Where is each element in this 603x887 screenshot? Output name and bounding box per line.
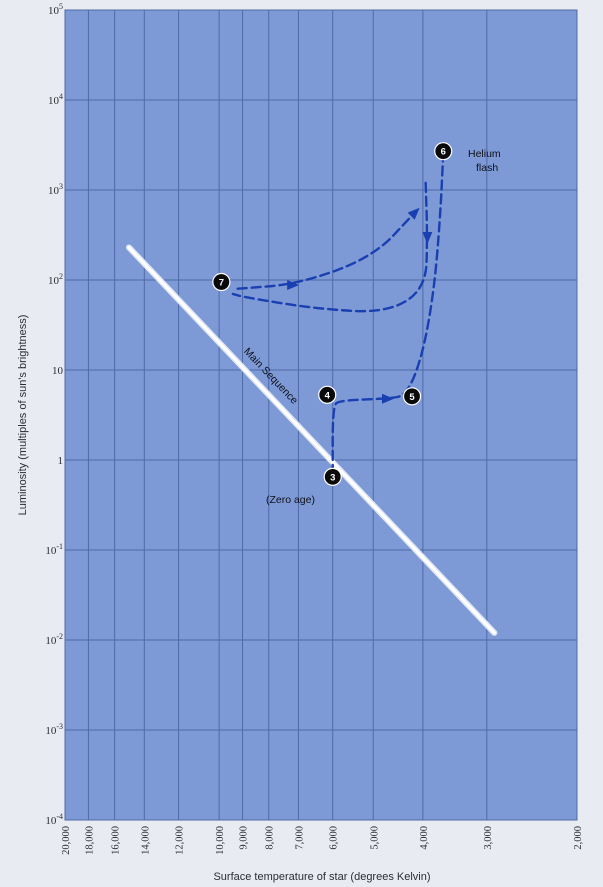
evolution-track-segment (236, 211, 416, 290)
zero-age-annotation: (Zero age) (266, 494, 315, 506)
stage-markers: 3 4 5 6 7 (212, 142, 453, 486)
x-tick-label: 5,000 (369, 826, 380, 850)
y-tick-label: 104 (48, 92, 63, 107)
y-tick-label: 10-2 (45, 632, 63, 647)
y-tick-label: 105 (48, 2, 63, 17)
helium-annotation: Helium (468, 148, 501, 160)
x-tick-label: 14,000 (140, 826, 151, 855)
y-axis-tick-labels: 10-4 10-3 10-2 10-1 1 10 102 103 104 105 (45, 2, 63, 827)
x-tick-label: 4,000 (419, 826, 430, 850)
stage-number: 5 (409, 392, 415, 403)
y-tick-label: 103 (48, 182, 63, 197)
x-tick-label: 8,000 (265, 826, 276, 850)
track-arrowhead (382, 393, 395, 404)
plot-area (64, 9, 578, 821)
stage-number: 3 (330, 472, 335, 483)
stage-number: 7 (219, 278, 224, 289)
track-arrowhead (422, 232, 433, 245)
main-sequence-line (127, 245, 496, 635)
stage-marker (402, 387, 422, 406)
track-arrowhead (287, 279, 300, 290)
y-tick-label: 1 (58, 455, 64, 467)
x-axis-tick-labels: 20,000 18,000 16,000 14,000 12,000 10,000 9,00… (61, 826, 584, 855)
stage-marker (434, 142, 453, 161)
x-tick-label: 20,000 (61, 826, 72, 855)
stage-marker (318, 385, 337, 404)
flash-annotation: flash (476, 162, 498, 174)
x-tick-label: 18,000 (84, 826, 95, 855)
stage-marker (212, 272, 231, 292)
x-tick-label: 2,000 (573, 826, 584, 850)
stage-number: 4 (325, 390, 331, 401)
evolution-track-segment (331, 152, 445, 476)
grid (64, 9, 578, 821)
evolution-track (231, 152, 445, 476)
y-tick-label: 102 (48, 272, 63, 287)
evolution-track-segment (231, 181, 429, 313)
x-axis-label: Surface temperature of star (degrees Kel… (213, 871, 430, 883)
stage-number: 6 (441, 147, 446, 158)
x-tick-label: 7,000 (294, 826, 305, 850)
y-tick-label: 10-4 (45, 812, 63, 827)
y-tick-label: 10-1 (45, 542, 63, 557)
x-tick-label: 12,000 (175, 826, 186, 855)
x-tick-label: 10,000 (215, 826, 226, 855)
y-tick-label: 10 (52, 365, 64, 377)
y-axis-label: Luminosity (multiples of sun's brightnes… (17, 315, 29, 516)
x-tick-label: 9,000 (239, 826, 250, 850)
x-tick-label: 3,000 (483, 826, 494, 850)
track-arrowhead (407, 207, 420, 220)
stage-marker (323, 467, 342, 486)
x-tick-label: 6,000 (329, 826, 340, 850)
y-tick-label: 10-3 (45, 722, 63, 737)
x-tick-label: 16,000 (111, 826, 122, 855)
